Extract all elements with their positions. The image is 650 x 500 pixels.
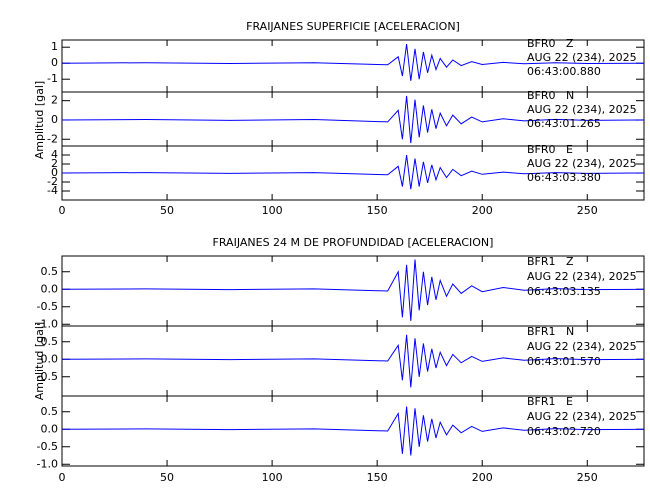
chart-title: FRAIJANES SUPERFICIE [ACELERACION]: [246, 20, 460, 33]
y-tick-label: 0: [51, 56, 58, 69]
y-tick-label: 0: [51, 166, 58, 179]
x-tick-label: 100: [262, 471, 283, 484]
x-tick-label: 200: [472, 471, 493, 484]
trace: [61, 95, 645, 144]
station-label: BFR0 N: [527, 89, 574, 102]
y-axis-label: Amplitud [gal]: [33, 81, 46, 159]
x-tick-label: 50: [160, 204, 174, 217]
station-label: BFR1 N: [527, 325, 574, 338]
chart-title: FRAIJANES 24 M DE PROFUNDIDAD [ACELERACI…: [213, 236, 494, 249]
station-label: BFR1 E: [527, 395, 573, 408]
y-tick-label: 0.0: [41, 282, 59, 295]
trace: [61, 154, 645, 190]
trace: [61, 406, 645, 456]
y-axis-label: Amplitud [gal]: [33, 322, 46, 400]
station-label: BFR1 Z: [527, 255, 574, 268]
x-tick-label: 0: [59, 471, 66, 484]
trace: [61, 43, 645, 81]
annotation: 06:43:03.135: [527, 285, 601, 298]
annotation: 06:43:01.570: [527, 355, 601, 368]
trace: [61, 259, 645, 321]
y-tick-label: -1.0: [37, 317, 58, 330]
y-tick-label: 4: [51, 148, 58, 161]
trace: [61, 334, 645, 388]
annotation: 06:43:03.380: [527, 171, 601, 184]
y-tick-label: 0.5: [41, 405, 59, 418]
y-tick-label: -0.5: [37, 370, 58, 383]
y-tick-label: 0.0: [41, 352, 59, 365]
station-label: BFR0 Z: [527, 37, 574, 50]
annotation: AUG 22 (234), 2025: [527, 157, 637, 170]
y-tick-label: 0.0: [41, 422, 59, 435]
station-label: BFR0 E: [527, 143, 573, 156]
x-tick-label: 200: [472, 204, 493, 217]
y-tick-label: 2: [51, 94, 58, 107]
y-tick-label: -0.5: [37, 300, 58, 313]
y-tick-label: -1.0: [37, 457, 58, 470]
annotation: 06:43:00.880: [527, 65, 601, 78]
x-tick-label: 50: [160, 471, 174, 484]
annotation: AUG 22 (234), 2025: [527, 103, 637, 116]
y-tick-label: 0.5: [41, 265, 59, 278]
y-tick-label: 2: [51, 157, 58, 170]
y-tick-label: 1: [51, 40, 58, 53]
x-tick-label: 250: [577, 471, 598, 484]
y-tick-label: -1: [47, 72, 58, 85]
y-tick-label: -2: [47, 132, 58, 145]
x-tick-label: 150: [367, 471, 388, 484]
x-tick-label: 100: [262, 204, 283, 217]
annotation: 06:43:02.720: [527, 425, 601, 438]
annotation: AUG 22 (234), 2025: [527, 270, 637, 283]
y-tick-label: 0.5: [41, 335, 59, 348]
y-tick-label: 0: [51, 113, 58, 126]
annotation: AUG 22 (234), 2025: [527, 51, 637, 64]
y-tick-label: -2: [47, 175, 58, 188]
x-tick-label: 150: [367, 204, 388, 217]
panel-frame: [61, 395, 645, 467]
annotation: AUG 22 (234), 2025: [527, 410, 637, 423]
annotation: AUG 22 (234), 2025: [527, 340, 637, 353]
x-tick-label: 250: [577, 204, 598, 217]
x-tick-label: 0: [59, 204, 66, 217]
y-tick-label: -4: [47, 184, 58, 197]
y-tick-label: -0.5: [37, 440, 58, 453]
annotation: 06:43:01.265: [527, 117, 601, 130]
